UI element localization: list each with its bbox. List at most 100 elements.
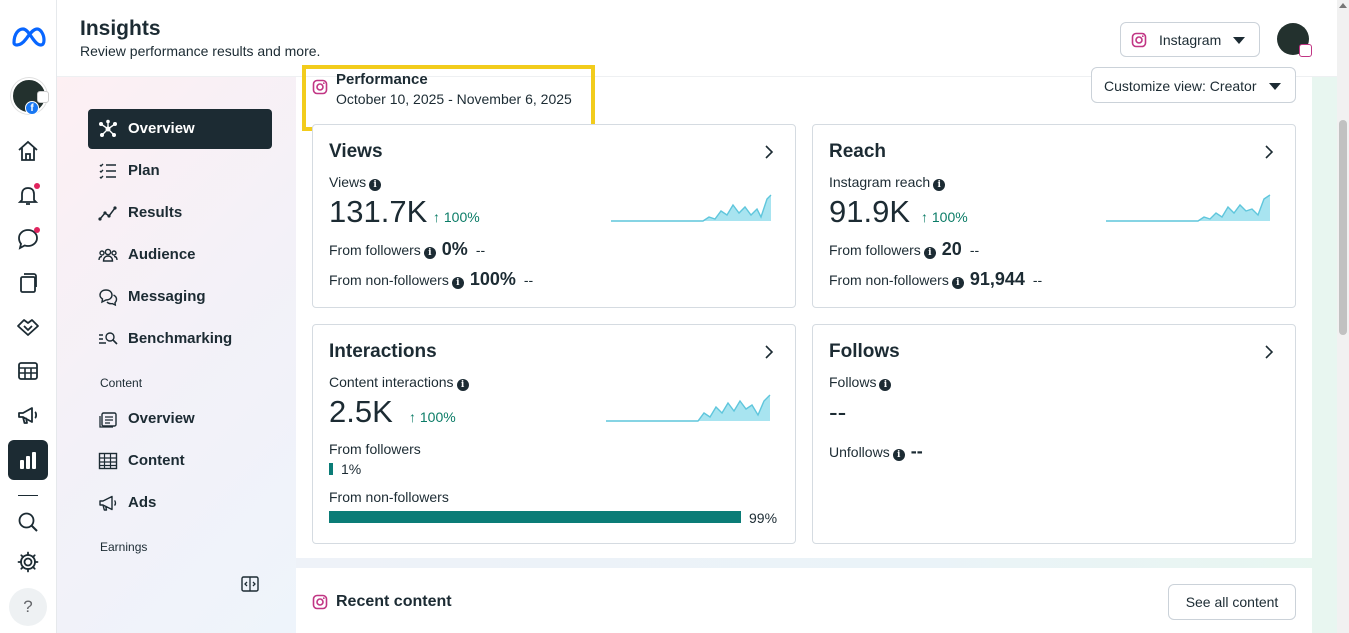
collapse-sidebar-icon[interactable]: [240, 574, 260, 594]
card-title: Follows: [829, 341, 900, 362]
from-non-followers-row: From non-followers i 100% --: [329, 269, 533, 290]
home-icon[interactable]: [16, 139, 40, 163]
grid-table-icon: [98, 451, 118, 471]
metric-delta: ↑ 100%: [409, 409, 456, 425]
page-scrollbar[interactable]: [1337, 0, 1349, 633]
search-icon[interactable]: [16, 510, 40, 534]
section-label-earnings: Earnings: [100, 540, 148, 554]
header-avatar[interactable]: [1277, 23, 1312, 57]
info-icon[interactable]: i: [456, 379, 469, 391]
content-overview-icon: [98, 409, 118, 429]
row-label: From followers: [329, 242, 421, 258]
info-icon[interactable]: i: [951, 277, 964, 289]
metric-label: Views i: [329, 174, 382, 191]
checklist-icon: [98, 161, 118, 181]
follows-card[interactable]: Follows Follows i -- Unfollows i --: [812, 324, 1296, 544]
sidebar-item-label: Audience: [128, 246, 196, 263]
page-header: Insights Review performance results and …: [57, 0, 1337, 77]
sidebar-item-overview[interactable]: Overview: [88, 109, 272, 149]
customize-view-dropdown[interactable]: Customize view: Creator: [1091, 67, 1296, 103]
info-icon[interactable]: i: [923, 247, 936, 259]
row-value: 91,944: [969, 269, 1025, 289]
info-icon[interactable]: i: [879, 379, 892, 391]
row-label: From non-followers: [329, 272, 449, 288]
metric-label-text: Views: [329, 174, 367, 190]
chevron-right-icon[interactable]: [763, 144, 775, 160]
facebook-badge-icon: f: [25, 101, 39, 115]
recent-content-title: Recent content: [336, 593, 452, 610]
from-non-followers-percent: 99%: [749, 510, 778, 526]
meta-logo-icon[interactable]: [10, 25, 46, 49]
sidebar-item-content[interactable]: Content: [88, 441, 272, 481]
info-icon[interactable]: i: [423, 247, 436, 259]
main-content: Performance October 10, 2025 - November …: [296, 65, 1337, 633]
info-icon[interactable]: i: [892, 449, 905, 461]
from-non-followers-bar: [329, 511, 741, 523]
row-label: From non-followers: [829, 272, 949, 288]
sidebar-item-messaging[interactable]: Messaging: [88, 277, 272, 317]
customize-view-label: Customize view: Creator: [1104, 78, 1257, 94]
see-all-content-button[interactable]: See all content: [1168, 584, 1296, 620]
recent-content-section: Recent content See all content: [296, 568, 1312, 633]
sidebar-item-ads[interactable]: Ads: [88, 483, 272, 523]
info-icon[interactable]: i: [933, 179, 946, 191]
metric-value: 2.5K: [329, 394, 393, 429]
megaphone-icon[interactable]: [16, 403, 40, 427]
network-icon: [98, 119, 118, 139]
views-card[interactable]: Views Views i 131.7K ↑ 100% From follower…: [312, 124, 796, 308]
results-line-icon: [98, 203, 118, 223]
info-icon[interactable]: i: [369, 179, 382, 191]
sidebar-item-content-overview[interactable]: Overview: [88, 399, 272, 439]
help-question-icon[interactable]: ?: [9, 588, 47, 626]
row-value: 0%: [441, 239, 468, 259]
table-icon[interactable]: [16, 359, 40, 383]
chevron-right-icon[interactable]: [763, 344, 775, 360]
sidebar-item-audience[interactable]: Audience: [88, 235, 272, 275]
settings-gear-icon[interactable]: [16, 550, 40, 574]
instagram-icon: [1131, 32, 1147, 48]
row-value: 100%: [469, 269, 516, 289]
date-range[interactable]: October 10, 2025 - November 6, 2025: [336, 91, 572, 107]
insights-bar-chart-icon[interactable]: [8, 440, 48, 480]
app-rail: f ?: [0, 0, 57, 633]
sidebar-item-label: Content: [128, 452, 185, 469]
chat-bubbles-icon: [98, 287, 118, 307]
notifications-bell-icon[interactable]: [16, 183, 40, 207]
unfollows-row: Unfollows i --: [829, 441, 923, 462]
metric-value: --: [829, 397, 847, 427]
scroll-up-arrow-icon[interactable]: [1339, 3, 1347, 8]
pages-stack-icon[interactable]: [16, 271, 40, 295]
card-title: Views: [329, 141, 383, 162]
interactions-sparkline: [606, 394, 771, 422]
benchmark-search-icon: [98, 329, 118, 349]
insights-sidebar: Overview Plan Results Audience Messaging…: [57, 77, 296, 633]
section-label-content: Content: [100, 376, 143, 390]
from-followers-label: From followers: [329, 441, 421, 457]
from-followers-row: From followers i 20 --: [829, 239, 979, 260]
sidebar-item-benchmarking[interactable]: Benchmarking: [88, 319, 272, 359]
info-icon[interactable]: i: [451, 277, 464, 289]
chevron-right-icon[interactable]: [1263, 344, 1275, 360]
sidebar-item-plan[interactable]: Plan: [88, 151, 272, 191]
card-title: Interactions: [329, 341, 437, 362]
from-non-followers-label: From non-followers: [329, 489, 449, 505]
metric-label: Content interactions i: [329, 374, 469, 391]
from-non-followers-row: From non-followers i 91,944 --: [829, 269, 1042, 290]
handshake-icon[interactable]: [16, 315, 40, 339]
inbox-chat-icon[interactable]: [16, 227, 40, 251]
interactions-card[interactable]: Interactions Content interactions i 2.5K …: [312, 324, 796, 544]
page-title: Insights: [80, 17, 161, 40]
metric-value: 131.7K: [329, 194, 428, 229]
sidebar-item-label: Benchmarking: [128, 330, 233, 347]
performance-title: Performance: [336, 71, 428, 88]
page-subtitle: Review performance results and more.: [80, 43, 321, 59]
from-followers-bar: [329, 463, 333, 475]
scrollbar-thumb[interactable]: [1339, 120, 1347, 335]
account-avatar[interactable]: f: [11, 78, 49, 115]
instagram-icon: [312, 594, 328, 610]
chevron-right-icon[interactable]: [1263, 144, 1275, 160]
platform-selector-label: Instagram: [1159, 32, 1222, 48]
reach-card[interactable]: Reach Instagram reach i 91.9K ↑ 100% From…: [812, 124, 1296, 308]
platform-selector[interactable]: Instagram: [1120, 22, 1260, 57]
sidebar-item-results[interactable]: Results: [88, 193, 272, 233]
